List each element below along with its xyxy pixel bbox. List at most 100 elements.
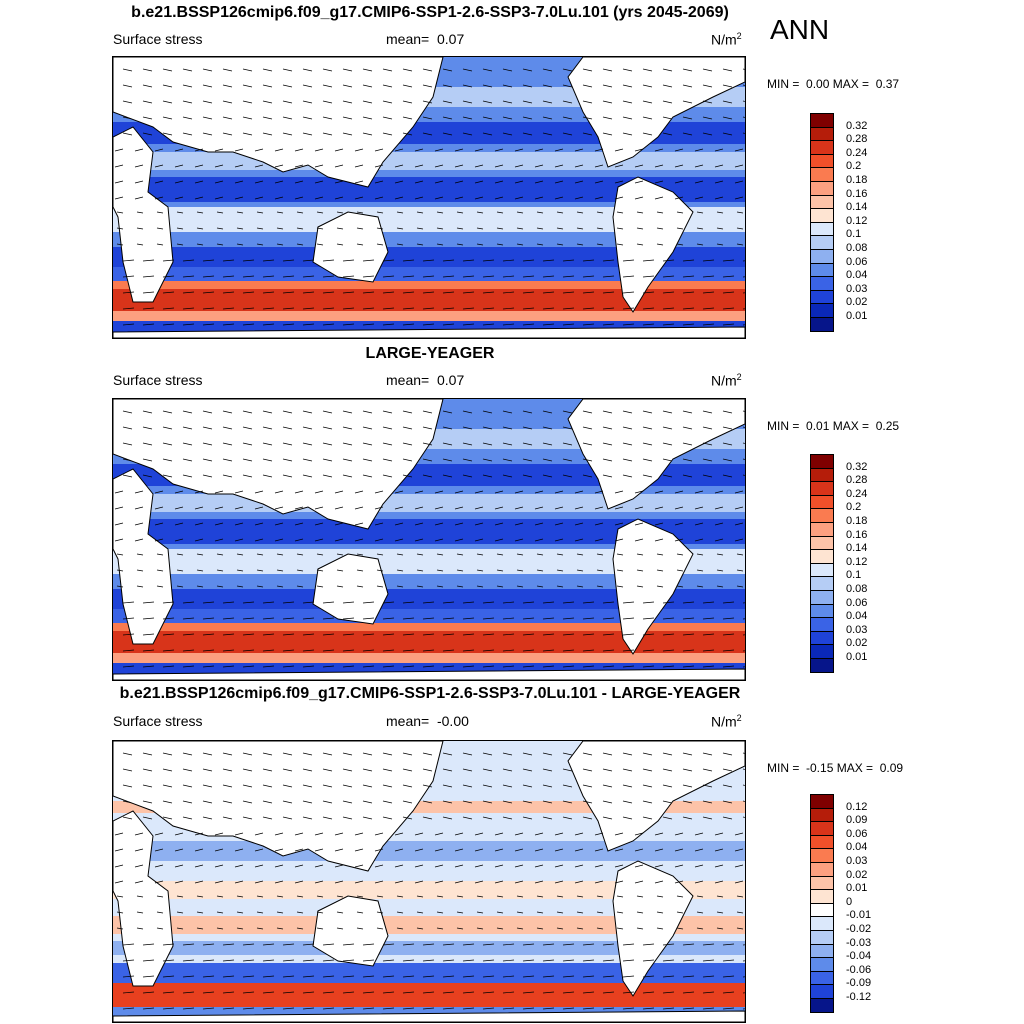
wind-vector-arrow xyxy=(422,474,433,478)
wind-vector-arrow xyxy=(362,800,373,804)
wind-vector-arrow xyxy=(394,848,404,852)
wind-vector-arrow xyxy=(422,665,435,668)
wind-vector-arrow xyxy=(154,832,164,836)
wind-vector-arrow xyxy=(734,832,744,836)
stress-band xyxy=(113,916,745,934)
wind-vector-arrow xyxy=(176,911,184,914)
wind-vector-arrow xyxy=(122,100,133,104)
wind-vector-arrow xyxy=(334,490,344,494)
wind-vector-arrow xyxy=(696,569,704,572)
wind-vector-arrow xyxy=(282,442,293,446)
wind-vector-arrow xyxy=(182,474,193,478)
wind-vector-arrow xyxy=(182,816,193,820)
wind-vector-arrow xyxy=(142,816,153,820)
wind-vector-arrow xyxy=(302,307,315,310)
wind-vector-arrow xyxy=(714,506,724,510)
wind-vector-arrow xyxy=(162,410,173,414)
wind-vector-arrow xyxy=(734,880,744,884)
wind-vector-arrow xyxy=(276,895,284,898)
wind-vector-arrow xyxy=(476,569,484,572)
wind-vector-arrow xyxy=(562,633,575,636)
colorbar-swatch xyxy=(810,794,834,809)
wind-vector-arrow xyxy=(622,784,633,788)
wind-vector-arrow xyxy=(562,601,575,604)
wind-vector-arrow xyxy=(582,649,595,652)
wind-vector-arrow xyxy=(316,895,324,898)
wind-vector-arrow xyxy=(736,927,744,930)
wind-vector-arrow xyxy=(402,68,413,72)
wind-vector-arrow xyxy=(622,752,633,756)
wind-vector-arrow xyxy=(536,895,544,898)
wind-vector-arrow xyxy=(674,522,684,526)
wind-vector-arrow xyxy=(402,1007,415,1010)
colorbar-swatch xyxy=(810,126,834,142)
wind-vector-arrow xyxy=(634,864,644,868)
wind-vector-arrow xyxy=(174,196,184,200)
wind-vector-arrow xyxy=(302,116,313,120)
wind-vector-arrow xyxy=(356,585,364,588)
wind-vector-arrow xyxy=(674,506,684,510)
wind-vector-arrow xyxy=(602,1007,615,1010)
wind-vector-arrow xyxy=(522,84,533,88)
wind-vector-arrow xyxy=(362,665,375,668)
wind-vector-arrow xyxy=(242,784,253,788)
wind-vector-arrow xyxy=(482,410,493,414)
colorbar-tick-label: 0.16 xyxy=(846,187,868,200)
wind-vector-arrow xyxy=(594,196,604,200)
wind-vector-arrow xyxy=(142,458,153,462)
wind-vector-arrow xyxy=(642,800,653,804)
wind-vector-arrow xyxy=(734,490,744,494)
land-mass xyxy=(113,1010,745,1022)
wind-vector-arrow xyxy=(362,132,373,136)
wind-vector-arrow xyxy=(482,601,495,604)
wind-vector-arrow xyxy=(402,410,413,414)
wind-vector-arrow xyxy=(334,848,344,852)
wind-vector-arrow xyxy=(422,800,433,804)
colorbar-swatch xyxy=(810,902,834,918)
wind-vector-arrow xyxy=(496,243,504,246)
wind-vector-arrow xyxy=(354,148,364,152)
wind-vector-arrow xyxy=(722,617,735,620)
wind-vector-arrow xyxy=(382,442,393,446)
wind-vector-arrow xyxy=(254,522,264,526)
wind-vector-arrow xyxy=(482,116,493,120)
wind-vector-arrow xyxy=(202,800,213,804)
wind-vector-arrow xyxy=(494,832,504,836)
wind-vector-arrow xyxy=(382,68,393,72)
wind-vector-arrow xyxy=(416,895,424,898)
wind-vector-arrow xyxy=(622,291,635,294)
wind-vector-arrow xyxy=(636,585,644,588)
wind-vector-arrow xyxy=(122,816,133,820)
wind-vector-arrow xyxy=(514,832,524,836)
wind-vector-arrow xyxy=(436,211,444,214)
wind-vector-arrow xyxy=(182,100,193,104)
wind-vector-arrow xyxy=(534,180,544,184)
land-mass xyxy=(312,895,389,967)
wind-vector-arrow xyxy=(602,752,613,756)
wind-vector-arrow xyxy=(254,490,264,494)
wind-vector-arrow xyxy=(596,553,604,556)
wind-vector-arrow xyxy=(602,426,613,430)
wind-vector-arrow xyxy=(554,164,564,168)
wind-vector-arrow xyxy=(482,943,495,946)
wind-vector-arrow xyxy=(282,458,293,462)
wind-vector-arrow xyxy=(222,458,233,462)
wind-vector-arrow xyxy=(136,553,144,556)
wind-vector-arrow xyxy=(562,649,575,652)
wind-vector-arrow xyxy=(394,180,404,184)
colorbar-swatch xyxy=(810,617,834,632)
wind-vector-arrow xyxy=(502,307,515,310)
stress-band xyxy=(113,631,745,653)
wind-vector-arrow xyxy=(442,943,455,946)
wind-vector-arrow xyxy=(176,927,184,930)
wind-vector-arrow xyxy=(182,943,195,946)
wind-vector-arrow xyxy=(722,816,733,820)
wind-vector-arrow xyxy=(294,164,304,168)
wind-vector-arrow xyxy=(296,585,304,588)
wind-vector-arrow xyxy=(462,768,473,772)
wind-vector-arrow xyxy=(582,601,595,604)
wind-vector-arrow xyxy=(162,768,173,772)
wind-vector-arrow xyxy=(154,880,164,884)
wind-vector-arrow xyxy=(642,426,653,430)
wind-vector-arrow xyxy=(594,848,604,852)
